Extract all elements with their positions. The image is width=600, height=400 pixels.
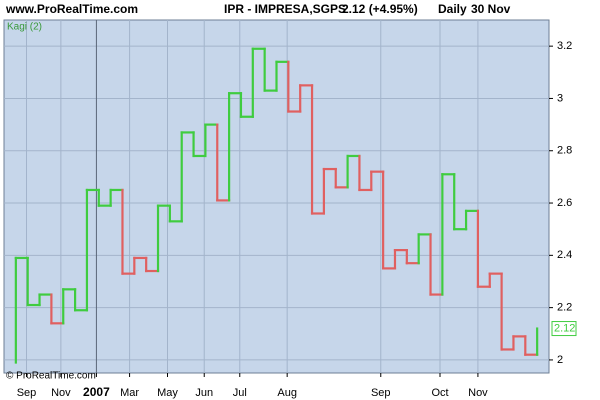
y-tick-label: 2.8 bbox=[557, 145, 572, 157]
x-tick-label: 2007 bbox=[83, 385, 110, 399]
x-tick-label: Aug bbox=[277, 387, 297, 399]
symbol: IPR - IMPRESA,SGPS bbox=[224, 2, 346, 16]
grid bbox=[4, 20, 549, 373]
y-tick-label: 2.4 bbox=[557, 249, 572, 261]
x-tick-label: Oct bbox=[431, 387, 448, 399]
footer: © ProRealTime.com bbox=[6, 371, 96, 382]
indicator-label: Kagi (2) bbox=[7, 22, 42, 33]
x-tick-label: Nov bbox=[468, 387, 488, 399]
y-tick-label: 3 bbox=[557, 92, 563, 104]
site: www.ProRealTime.com bbox=[5, 2, 138, 16]
last-value-box bbox=[551, 321, 577, 337]
date: 30 Nov bbox=[471, 2, 511, 16]
period: Daily bbox=[438, 2, 467, 16]
y-tick-label: 2.6 bbox=[557, 197, 572, 209]
x-tick-label: Jul bbox=[233, 387, 247, 399]
x-tick-label: May bbox=[157, 387, 178, 399]
y-tick-label: 2 bbox=[557, 354, 563, 366]
x-tick-label: Sep bbox=[371, 387, 391, 399]
x-tick-label: Sep bbox=[17, 387, 37, 399]
y-tick-label: 2.2 bbox=[557, 302, 572, 314]
quote: 2.12 (+4.95%) bbox=[342, 2, 418, 16]
y-tick-label: 3.2 bbox=[557, 40, 572, 52]
last-value: 2.12 bbox=[554, 322, 575, 334]
x-tick-label: Jun bbox=[195, 387, 213, 399]
x-tick-label: Nov bbox=[51, 387, 71, 399]
x-tick-label: Mar bbox=[120, 387, 139, 399]
kagi bbox=[14, 47, 539, 364]
